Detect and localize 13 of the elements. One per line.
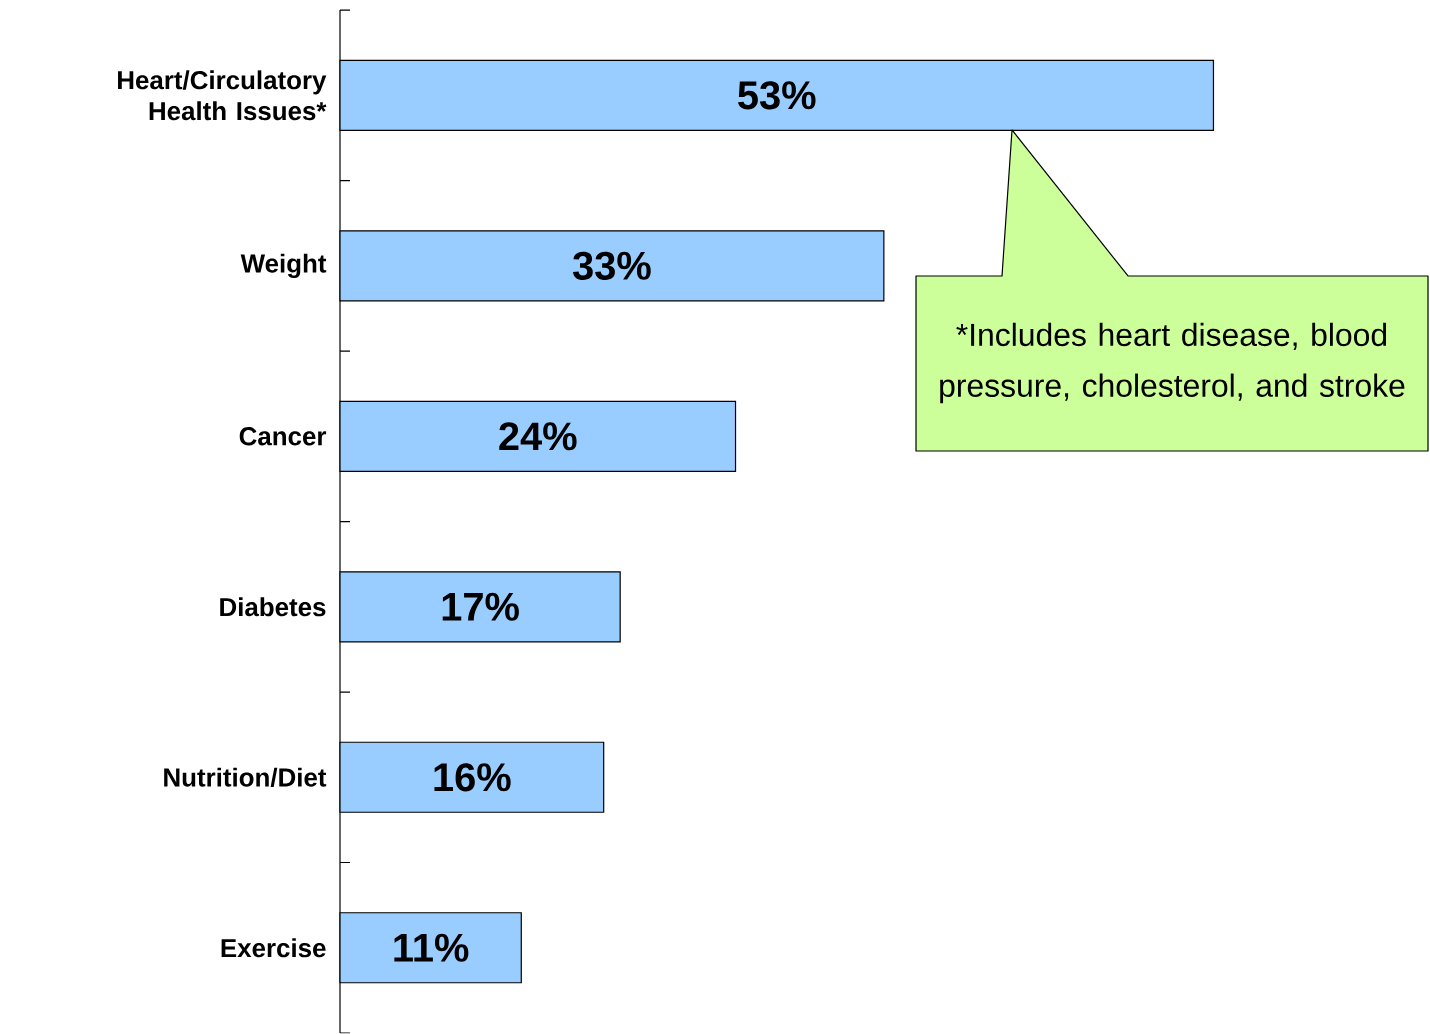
data-label: 17% bbox=[442, 592, 519, 621]
data-label: 11% bbox=[394, 933, 469, 962]
data-label: 24% bbox=[499, 422, 577, 451]
data-label: 33% bbox=[572, 251, 651, 281]
data-label: 53% bbox=[738, 81, 816, 110]
y-tick-label: Exercise bbox=[221, 938, 326, 958]
y-tick-label: Heart/Circulatory Health Issues* bbox=[118, 70, 327, 121]
y-tick-label: Weight bbox=[240, 253, 327, 279]
y-tick-label: Nutrition/Diet bbox=[164, 767, 327, 788]
y-tick-label: Diabetes bbox=[220, 597, 326, 617]
y-tick-label: Cancer bbox=[239, 427, 327, 446]
data-label: 16% bbox=[434, 763, 511, 792]
annotation: *Includes heart disease, blood pressure, cholesterol, and stroke bbox=[940, 322, 1405, 404]
